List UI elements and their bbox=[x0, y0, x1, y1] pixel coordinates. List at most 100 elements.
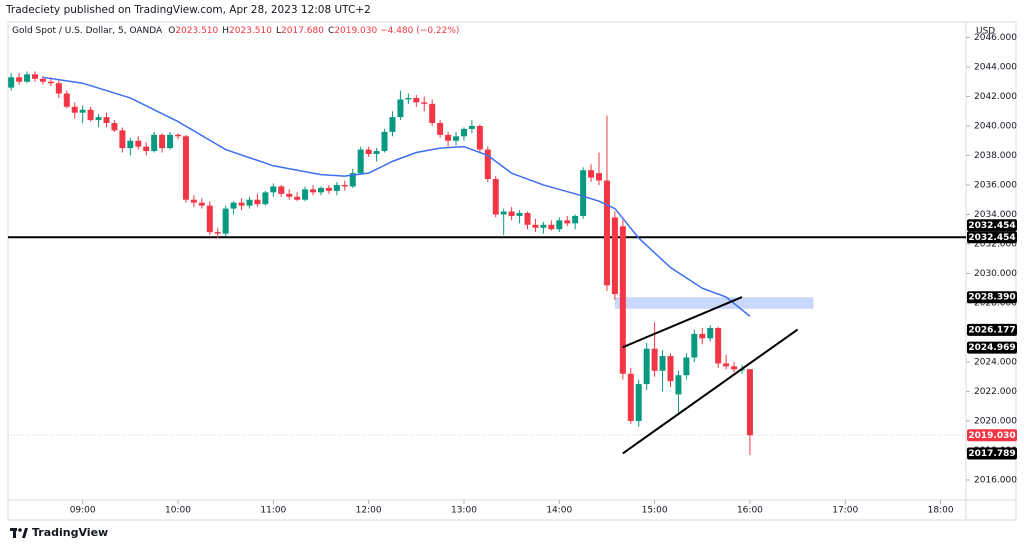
candle-body bbox=[445, 134, 452, 141]
candle-body bbox=[572, 215, 579, 224]
candle-body bbox=[111, 123, 118, 131]
x-tick-label: 12:00 bbox=[356, 506, 382, 516]
candle-body bbox=[627, 373, 634, 421]
candle-body bbox=[588, 170, 595, 178]
x-tick-label: 16:00 bbox=[737, 506, 763, 516]
zone bbox=[614, 297, 814, 309]
price-tag bbox=[967, 341, 1017, 354]
candle-body bbox=[262, 192, 269, 205]
candle-body bbox=[715, 328, 722, 364]
y-tick-label: 2046.000 bbox=[974, 33, 1017, 43]
y-tick-label: 2042.000 bbox=[974, 92, 1017, 102]
candle-body bbox=[691, 333, 698, 358]
candle-body bbox=[103, 117, 110, 124]
candle-body bbox=[278, 186, 285, 194]
x-tick-label: 13:00 bbox=[451, 506, 477, 516]
candle-body bbox=[492, 179, 499, 215]
moving-average bbox=[42, 76, 751, 317]
candle-body bbox=[453, 136, 460, 141]
candle-body bbox=[87, 109, 94, 121]
candle-body bbox=[349, 173, 356, 187]
candle-body bbox=[707, 328, 714, 339]
symbol: Gold Spot / U.S. Dollar, 5, OANDA bbox=[12, 26, 163, 36]
candle-body bbox=[79, 109, 86, 113]
candle-body bbox=[468, 125, 475, 129]
candle-body bbox=[524, 212, 531, 225]
ohlc-value: 2023.510 bbox=[175, 26, 219, 36]
x-tick-label: 09:00 bbox=[70, 506, 96, 516]
trendline bbox=[622, 296, 743, 349]
candle-body bbox=[596, 173, 603, 181]
candle-body bbox=[643, 348, 650, 385]
candle-body bbox=[683, 357, 690, 376]
candle-body bbox=[357, 149, 364, 174]
candle-body bbox=[214, 232, 221, 234]
candle-body bbox=[32, 74, 39, 79]
currency: USD bbox=[976, 27, 995, 37]
candle-body bbox=[659, 356, 666, 371]
candle-body bbox=[413, 97, 420, 103]
trendline bbox=[622, 328, 799, 455]
candle-body bbox=[63, 93, 70, 107]
price-tag-label: 2019.030 bbox=[968, 431, 1015, 441]
candle-body bbox=[310, 189, 317, 193]
candle-body bbox=[540, 224, 547, 228]
candle-body bbox=[39, 78, 46, 82]
candle-body bbox=[341, 184, 348, 187]
candle-body bbox=[699, 333, 706, 339]
brand: TradingView bbox=[32, 526, 109, 539]
candle-body bbox=[532, 224, 539, 228]
price-tag-label: 2017.789 bbox=[968, 449, 1015, 459]
y-tick-label: 2030.000 bbox=[974, 269, 1017, 279]
x-tick-label: 10:00 bbox=[165, 506, 191, 516]
price-tag-label: 2026.177 bbox=[968, 325, 1015, 335]
candle-body bbox=[302, 189, 309, 200]
price-tag-label: 2024.969 bbox=[968, 343, 1015, 353]
footer: TradingView bbox=[10, 526, 108, 539]
price-tag bbox=[967, 219, 1017, 232]
price-tag-label: 2032.454 bbox=[968, 233, 1015, 243]
y-tick-label: 2022.000 bbox=[974, 387, 1017, 397]
candle-body bbox=[286, 193, 293, 197]
candle-body bbox=[143, 146, 150, 152]
candle-body bbox=[135, 140, 142, 147]
x-tick-label: 17:00 bbox=[832, 506, 858, 516]
candle-body bbox=[460, 128, 467, 137]
price-tag-label: 2032.454 bbox=[968, 221, 1015, 231]
candle-body bbox=[548, 224, 555, 230]
candle-body bbox=[389, 117, 396, 132]
symbol-legend: Gold Spot / U.S. Dollar, 5, OANDA O2023.5… bbox=[12, 26, 459, 36]
candle-body bbox=[437, 123, 444, 135]
ohlc-label: O bbox=[168, 26, 176, 36]
ohlc-label: H bbox=[222, 26, 230, 36]
candle-body bbox=[603, 180, 610, 286]
candle-body bbox=[119, 130, 126, 149]
ohlc-value: 2019.030 bbox=[334, 26, 378, 36]
candle-body bbox=[16, 77, 23, 82]
candle-body bbox=[635, 384, 642, 421]
candle-body bbox=[151, 134, 158, 152]
candle-body bbox=[174, 134, 181, 137]
candle-body bbox=[55, 83, 62, 94]
candle-body bbox=[421, 102, 428, 104]
x-tick-label: 18:00 bbox=[928, 506, 954, 516]
price-tag bbox=[967, 231, 1017, 244]
candle-body bbox=[317, 187, 324, 193]
candle-body bbox=[429, 103, 436, 124]
candle-body bbox=[508, 211, 515, 216]
price-tag bbox=[967, 447, 1017, 460]
y-tick-label: 2016.000 bbox=[974, 475, 1017, 485]
price-tag bbox=[967, 429, 1017, 442]
y-tick-label: 2032.000 bbox=[974, 239, 1017, 249]
candle-body bbox=[564, 220, 571, 224]
x-tick-label: 11:00 bbox=[260, 506, 286, 516]
candle-body bbox=[254, 199, 261, 205]
y-tick-label: 2024.000 bbox=[974, 357, 1017, 367]
candle-body bbox=[238, 202, 245, 206]
candle-body bbox=[484, 149, 491, 180]
y-tick-label: 2040.000 bbox=[974, 121, 1017, 131]
candle-body bbox=[476, 125, 483, 150]
candle-body bbox=[731, 366, 738, 370]
